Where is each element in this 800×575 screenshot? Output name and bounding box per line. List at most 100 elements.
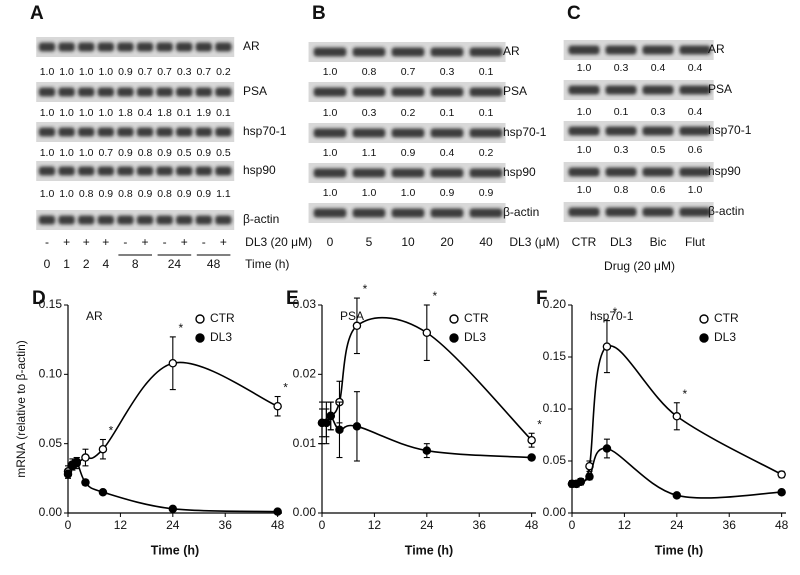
band-value: 0.3 xyxy=(651,106,666,118)
band-value: 1.0 xyxy=(323,147,338,159)
band-value: 0.5 xyxy=(216,147,231,159)
y-tick-label: 0.03 xyxy=(293,297,317,311)
band-value: 0.3 xyxy=(362,107,377,119)
blot-band xyxy=(313,128,347,138)
x-tick-label: 24 xyxy=(670,518,684,532)
blot-band xyxy=(679,85,711,95)
blot-band xyxy=(391,128,425,138)
x-tick-label: 48 xyxy=(271,518,285,532)
lane-label: - xyxy=(45,235,49,249)
marker xyxy=(422,328,432,337)
blot-band xyxy=(97,215,115,225)
panel-label: C xyxy=(567,3,581,24)
blot-strip xyxy=(36,210,235,230)
legend-marker xyxy=(449,314,459,324)
y-tick-label: 0.00 xyxy=(543,505,567,519)
blot-band xyxy=(195,42,213,52)
band-value: 1.8 xyxy=(118,107,133,119)
series-line xyxy=(67,460,278,513)
band-value: 1.0 xyxy=(98,66,113,78)
x-tick-label: 12 xyxy=(114,518,128,532)
legend-marker xyxy=(195,333,205,343)
blot-band xyxy=(136,166,154,176)
blot-band xyxy=(195,215,213,225)
blot-band xyxy=(136,42,154,52)
band-value: 0.9 xyxy=(177,188,192,200)
lane-label: + xyxy=(181,235,188,249)
blot-band xyxy=(58,87,75,97)
marker xyxy=(335,425,344,435)
marker xyxy=(777,470,786,479)
blot-band xyxy=(605,45,637,55)
blot-band xyxy=(58,127,75,137)
band-value: 1.8 xyxy=(157,107,172,119)
legend-marker xyxy=(699,333,709,343)
marker xyxy=(672,412,682,421)
marker xyxy=(72,457,81,466)
band-value: 0.7 xyxy=(401,66,416,78)
band-value: 0.2 xyxy=(479,147,494,159)
row-label: PSA xyxy=(503,84,527,98)
blot-band xyxy=(175,87,193,97)
legend-label: DL3 xyxy=(714,330,736,344)
y-tick-label: 0.02 xyxy=(293,367,317,381)
blot-band xyxy=(430,87,464,97)
band-value: 0.4 xyxy=(138,107,153,119)
blot-band xyxy=(430,47,464,57)
band-value: 0.6 xyxy=(688,144,703,156)
blot-band xyxy=(352,168,386,178)
blot-band xyxy=(679,167,711,177)
band-value: 0.8 xyxy=(138,147,153,159)
lane-label: 5 xyxy=(366,235,373,249)
blot-strip xyxy=(563,80,714,100)
band-value: 0.3 xyxy=(614,62,629,74)
treatment-label: DL3 (μM) xyxy=(509,235,559,249)
blot-band xyxy=(679,126,711,136)
blot-band xyxy=(175,42,193,52)
blot-band xyxy=(352,47,386,57)
time-label: 1 xyxy=(63,257,70,271)
band-value: 1.1 xyxy=(216,188,231,200)
blot-band xyxy=(642,207,674,217)
blot-band xyxy=(391,168,425,178)
marker xyxy=(168,358,178,368)
blot-band xyxy=(175,166,193,176)
band-value: 0.1 xyxy=(479,107,494,119)
x-tick-label: 0 xyxy=(569,518,576,532)
significance-mark: * xyxy=(178,321,183,335)
blot-band xyxy=(156,127,173,137)
blot-band xyxy=(469,168,503,178)
band-value: 0.4 xyxy=(688,106,703,118)
band-value: 0.8 xyxy=(362,66,377,78)
band-value: 0.8 xyxy=(614,184,629,196)
blot-band xyxy=(195,127,213,137)
band-value: 0.5 xyxy=(177,147,192,159)
band-value: 0.3 xyxy=(440,66,455,78)
band-value: 0.5 xyxy=(651,144,666,156)
row-label: AR xyxy=(243,39,260,53)
marker xyxy=(98,487,108,497)
band-value: 1.0 xyxy=(59,107,74,119)
blot-band xyxy=(117,166,134,176)
blot-band xyxy=(77,42,95,52)
blot-band xyxy=(77,166,95,176)
chart-title: AR xyxy=(86,309,103,323)
marker xyxy=(63,469,73,479)
significance-mark: * xyxy=(283,381,288,395)
blot-band xyxy=(313,47,347,57)
lane-label: Bic xyxy=(650,235,667,249)
x-tick-label: 0 xyxy=(319,518,326,532)
marker xyxy=(352,321,362,331)
blot-band xyxy=(215,127,232,137)
blot-band xyxy=(38,215,56,225)
marker xyxy=(527,435,536,445)
lane-label: + xyxy=(83,235,90,249)
band-value: 1.0 xyxy=(40,66,55,78)
blot-band xyxy=(156,87,173,97)
y-tick-label: 0.05 xyxy=(39,436,63,450)
blot-band xyxy=(38,127,56,137)
x-tick-label: 36 xyxy=(219,518,233,532)
significance-mark: * xyxy=(109,424,114,438)
band-value: 0.1 xyxy=(479,66,494,78)
blot-band xyxy=(58,42,75,52)
